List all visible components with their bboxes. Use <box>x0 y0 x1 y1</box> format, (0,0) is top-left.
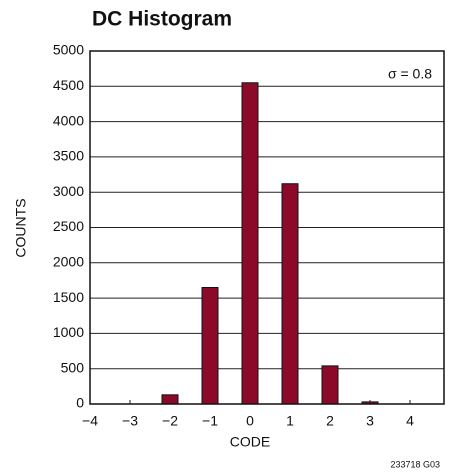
x-tick-label: 2 <box>326 413 334 429</box>
y-tick-label: 3500 <box>53 148 84 164</box>
bar <box>161 394 179 405</box>
y-tick-label: 4500 <box>53 77 84 93</box>
x-tick-label: −2 <box>162 413 178 429</box>
y-tick-label: 4000 <box>53 112 84 128</box>
y-tick-label: 0 <box>76 395 84 411</box>
plot-frame <box>89 50 445 405</box>
x-tick-label: −1 <box>202 413 218 429</box>
y-tick-label: 3000 <box>53 183 84 199</box>
chart-title: DC Histogram <box>92 8 232 31</box>
bar <box>241 82 259 405</box>
x-tick-label: 0 <box>246 413 254 429</box>
bar <box>281 183 299 405</box>
x-tick-label: 1 <box>286 413 294 429</box>
footer: 233718 G03 <box>390 459 440 469</box>
x-tick-label: −3 <box>122 413 138 429</box>
y-axis-label: COUNTS <box>13 198 29 257</box>
bar <box>201 287 219 405</box>
bar <box>321 365 339 405</box>
x-tick-label: 4 <box>406 413 414 429</box>
x-tick-label: 3 <box>366 413 374 429</box>
y-tick-label: 1500 <box>53 289 84 305</box>
y-tick-label: 5000 <box>53 42 84 58</box>
annotation: σ = 0.8 <box>388 66 432 82</box>
y-tick-label: 2000 <box>53 254 84 270</box>
x-axis-label: CODE <box>230 434 270 450</box>
y-tick-label: 1000 <box>53 324 84 340</box>
y-tick-label: 500 <box>61 359 85 375</box>
y-tick-label: 2500 <box>53 218 84 234</box>
x-tick-label: −4 <box>82 413 98 429</box>
